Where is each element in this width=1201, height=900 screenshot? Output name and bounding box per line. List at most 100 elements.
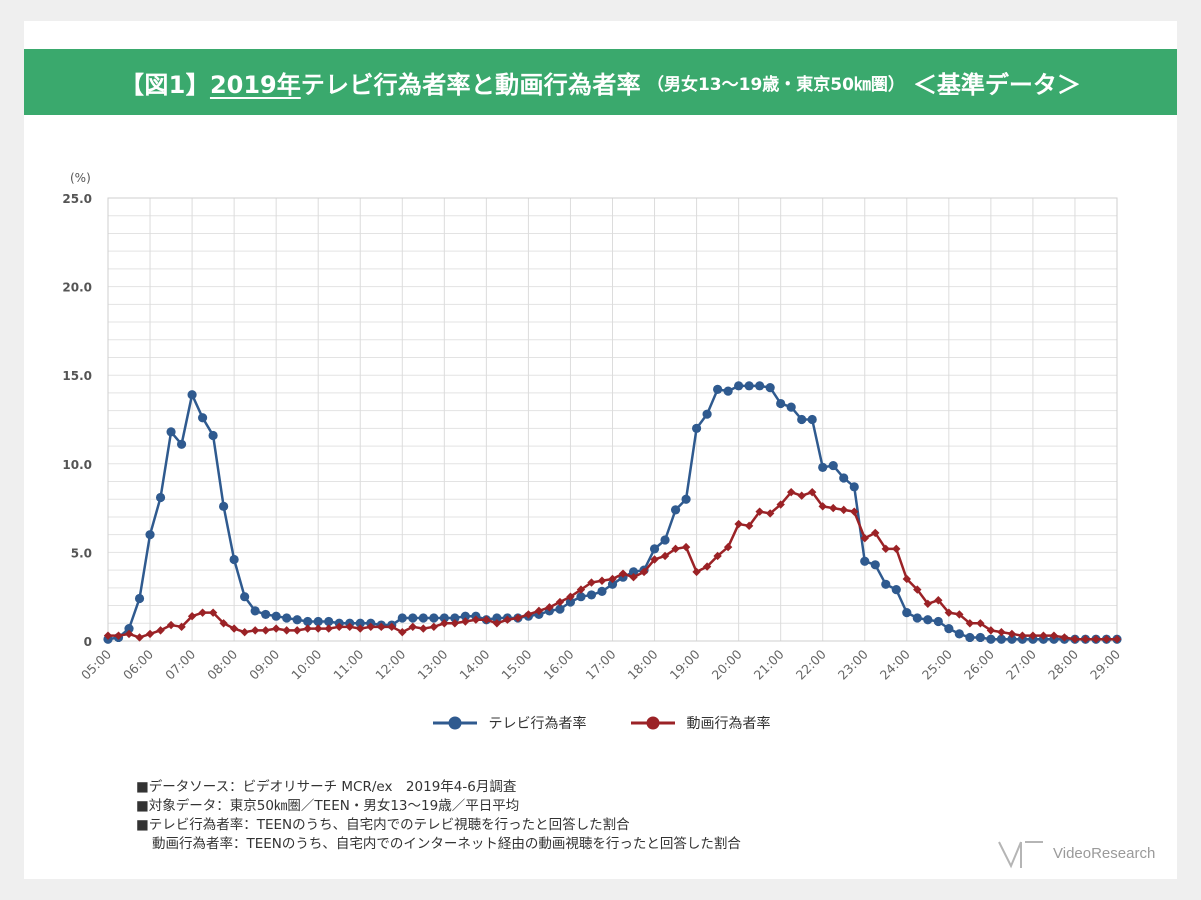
video-data-point <box>503 615 512 624</box>
video-data-point <box>314 624 323 633</box>
tv-data-point <box>250 606 260 616</box>
video-data-point <box>913 585 922 594</box>
video-data-point <box>1102 635 1111 644</box>
tv-data-point <box>691 423 702 433</box>
video-data-point <box>440 619 449 628</box>
tv-data-point <box>240 592 250 602</box>
video-data-point <box>829 503 838 513</box>
video-data-point <box>366 622 375 632</box>
tv-data-point <box>282 613 292 623</box>
video-data-point <box>282 626 291 635</box>
x-tick-label: 06:00 <box>120 646 156 682</box>
video-data-point <box>566 592 575 601</box>
tv-data-point <box>734 381 744 391</box>
video-data-point <box>461 617 470 626</box>
legend-video-marker-icon <box>630 716 675 730</box>
x-tick-label: 22:00 <box>793 646 829 682</box>
x-tick-label: 27:00 <box>1003 646 1039 682</box>
report-card: 【図1】 2019年 テレビ行為者率と動画行為者率 （男女13～19歳・東京50… <box>24 21 1177 879</box>
video-data-point <box>324 624 333 633</box>
x-tick-label: 21:00 <box>751 646 787 682</box>
tv-data-point <box>776 398 786 409</box>
title-main: テレビ行為者率と動画行為者率 <box>300 70 641 99</box>
video-data-point <box>976 619 985 628</box>
x-tick-label: 26:00 <box>961 646 997 682</box>
video-data-point <box>713 551 722 561</box>
video-data-point <box>103 631 113 640</box>
video-data-point <box>734 519 743 529</box>
tv-data-point <box>555 604 565 614</box>
video-data-point <box>240 627 249 637</box>
video-data-point <box>482 615 491 624</box>
video-data-point <box>145 629 155 639</box>
tv-data-point <box>933 616 943 627</box>
title-banner: 【図1】 2019年 テレビ行為者率と動画行為者率 （男女13～19歳・東京50… <box>24 49 1177 115</box>
title-prefix: 【図1】 <box>120 70 210 99</box>
video-data-point <box>1007 629 1017 639</box>
note-tv-definition: ■テレビ行為者率：TEENのうち、自宅内でのテレビ視聴を行ったと回答した割合 <box>136 817 630 833</box>
tv-data-point <box>576 592 586 602</box>
video-data-point <box>1018 631 1027 640</box>
video-data-point <box>934 596 943 605</box>
video-data-point <box>1091 635 1101 644</box>
title-tag: ＜基準データ＞ <box>912 70 1081 99</box>
video-data-point <box>250 626 260 635</box>
logo-text: VideoResearch <box>1053 844 1156 862</box>
video-data-point <box>944 608 954 617</box>
tv-data-point <box>229 554 239 565</box>
tv-data-point <box>418 613 428 623</box>
x-tick-label: 13:00 <box>414 646 450 682</box>
vr-logo-icon <box>998 841 1043 869</box>
video-data-point <box>902 574 911 584</box>
video-data-point <box>345 622 354 632</box>
video-data-point <box>765 509 775 518</box>
video-data-point <box>776 500 785 509</box>
video-data-point <box>650 555 659 564</box>
tv-data-point <box>839 473 849 483</box>
video-data-point <box>671 544 680 554</box>
tv-data-point <box>996 634 1006 644</box>
tv-data-point <box>124 623 134 634</box>
video-data-point <box>377 622 386 632</box>
y-tick-label: 15.0 <box>62 369 92 383</box>
video-data-point <box>1070 635 1080 644</box>
tv-data-point <box>870 560 880 570</box>
tv-data-point <box>597 586 607 596</box>
tv-data-point <box>134 593 145 604</box>
video-data-point <box>229 624 239 633</box>
video-data-point <box>660 551 670 561</box>
tv-data-point <box>912 613 922 623</box>
tv-data-point <box>670 505 681 515</box>
video-data-point <box>871 528 880 538</box>
plot-frame <box>107 197 1118 642</box>
video-data-point <box>387 622 396 632</box>
video-data-point <box>1081 635 1090 644</box>
video-research-logo: VideoResearch <box>997 836 1155 870</box>
x-tick-label: 24:00 <box>877 646 913 682</box>
x-tick-label: 17:00 <box>583 646 619 682</box>
tv-data-point <box>849 482 859 492</box>
title-year: 2019年 <box>209 70 301 99</box>
tv-data-point <box>954 629 964 639</box>
video-data-point <box>1112 635 1122 644</box>
video-data-point <box>450 619 460 628</box>
video-data-point <box>986 626 996 635</box>
tv-data-point <box>313 616 323 627</box>
video-data-point <box>881 544 890 554</box>
tv-data-point <box>786 402 796 412</box>
tv-data-point <box>187 390 197 400</box>
video-data-point <box>597 576 607 585</box>
video-data-point <box>997 627 1006 637</box>
video-data-point <box>429 622 439 632</box>
tv-data-point <box>261 609 271 620</box>
tv-data-point <box>219 501 229 511</box>
video-data-point <box>786 487 796 497</box>
video-data-point <box>166 620 176 630</box>
tv-data-point <box>923 615 933 625</box>
video-data-point <box>219 619 228 628</box>
tv-data-point <box>702 409 712 419</box>
tv-data-point <box>397 613 407 623</box>
chart-legend: テレビ行為者率 動画行為者率 <box>24 713 1177 733</box>
legend-tv-label: テレビ行為者率 <box>488 716 587 732</box>
tv-data-point <box>197 413 208 423</box>
